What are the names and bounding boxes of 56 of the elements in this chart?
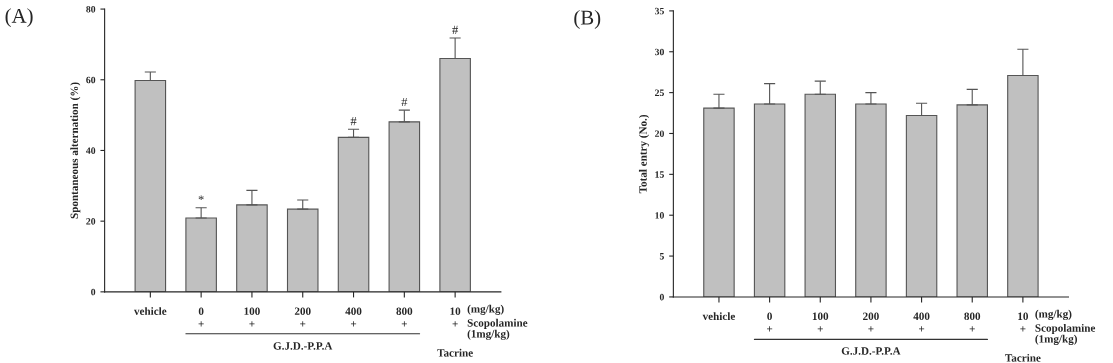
bar (185, 217, 217, 292)
text: + (401, 321, 407, 327)
text: G.J.D.-P.P.A (841, 347, 901, 355)
text: G.J.D.-P.P.A (273, 342, 333, 350)
y-tick-label: 15 (655, 171, 664, 178)
text: + (198, 321, 204, 327)
y-tick-label: 40 (86, 147, 96, 154)
y-tick-label: 10 (655, 212, 664, 219)
x-tick-label: 400 (345, 307, 362, 315)
text: + (868, 326, 874, 332)
annotation: * (198, 195, 204, 201)
annotation: # (350, 117, 357, 126)
x-tick-label: 200 (294, 307, 311, 315)
text: + (249, 321, 255, 327)
text: + (767, 326, 773, 332)
text: Tacrine (1005, 353, 1041, 362)
text: Tacrine (437, 348, 473, 357)
y-tick-label: 20 (655, 130, 664, 137)
text: + (817, 326, 823, 332)
x-tick-label: 200 (863, 312, 879, 321)
text: (mg/kg) (467, 304, 504, 315)
x-tick-label: 800 (964, 312, 981, 321)
x-tick-label: 10 (1018, 312, 1029, 321)
y-tick-label: 0 (659, 293, 664, 301)
text: + (452, 321, 458, 327)
text: + (300, 321, 306, 327)
y-tick-label: 0 (91, 288, 96, 296)
x-tick-label: 0 (198, 307, 204, 315)
annotation: # (452, 25, 459, 35)
text: (mg/kg) (1035, 309, 1072, 321)
y-tick-label: 35 (654, 7, 664, 15)
y-tick-label: 60 (86, 76, 96, 84)
y-axis-title: Spontaneous alternation (%) (70, 82, 81, 219)
y-axis-title: Total entry (No.) (638, 114, 650, 194)
text: Scopolamine (1mg/kg) (1035, 323, 1096, 345)
x-tick-label: 400 (913, 312, 930, 321)
chart-title: (B) (574, 10, 601, 29)
x-tick-label: 800 (396, 307, 413, 315)
text: Scopolamine (1mg/kg) (467, 318, 528, 340)
chart-title: (A) (5, 8, 33, 28)
text: + (1020, 326, 1026, 332)
y-tick-label: 30 (654, 48, 664, 56)
x-tick-label: vehicle (133, 307, 167, 315)
text: + (969, 326, 975, 332)
y-tick-label: 20 (86, 218, 96, 225)
x-tick-label: 0 (767, 312, 772, 321)
text: + (350, 321, 357, 327)
text: + (919, 326, 925, 332)
x-tick-label: 100 (244, 307, 260, 315)
annotation: # (401, 97, 408, 107)
x-tick-label: 10 (450, 307, 461, 315)
y-tick-label: 5 (659, 253, 664, 260)
x-tick-label: 100 (812, 312, 829, 321)
y-tick-label: 25 (655, 89, 664, 97)
x-tick-label: vehicle (702, 312, 736, 321)
y-tick-label: 80 (86, 5, 96, 13)
